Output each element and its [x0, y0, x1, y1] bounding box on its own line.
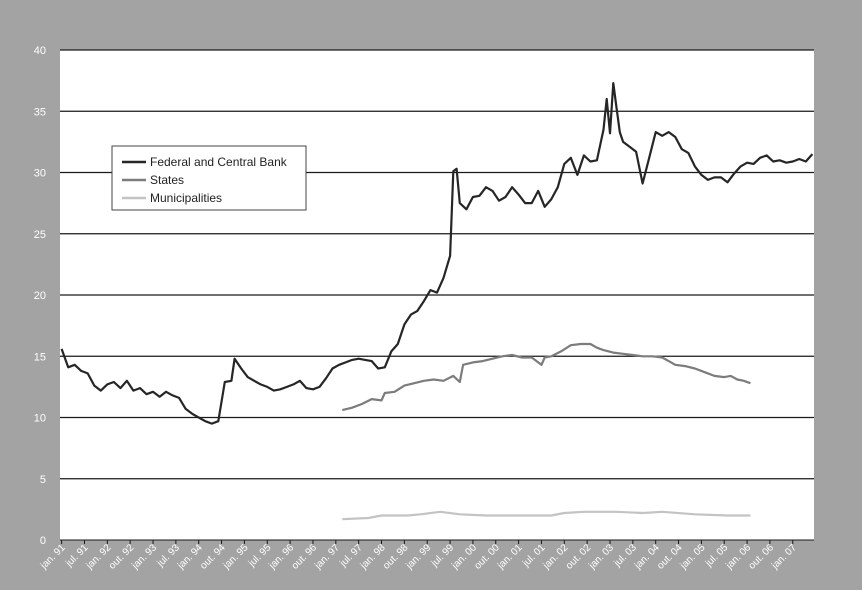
series-line-states [342, 342, 751, 412]
y-tick-label: 35 [34, 106, 46, 118]
legend-label-states: States [150, 173, 184, 187]
legend: Federal and Central Bank States Municipa… [111, 145, 307, 211]
legend-label-federal: Federal and Central Bank [150, 155, 288, 169]
y-axis: 0 5 10 15 20 25 30 35 40 [34, 45, 46, 547]
legend-box [111, 145, 307, 211]
legend-label-municipalities: Municipalities [150, 191, 222, 205]
y-tick-label: 30 [34, 168, 46, 180]
y-tick-label: 15 [34, 351, 46, 363]
y-tick-label: 10 [34, 413, 46, 425]
y-tick-label: 25 [34, 229, 46, 241]
series-line-municipalities [342, 510, 751, 521]
y-tick-label: 40 [34, 45, 46, 57]
y-tick-label: 0 [40, 535, 46, 547]
series-line-federal [60, 82, 814, 425]
y-tick-label: 20 [34, 290, 46, 302]
y-tick-label: 5 [40, 474, 46, 486]
series-lines [60, 82, 814, 521]
